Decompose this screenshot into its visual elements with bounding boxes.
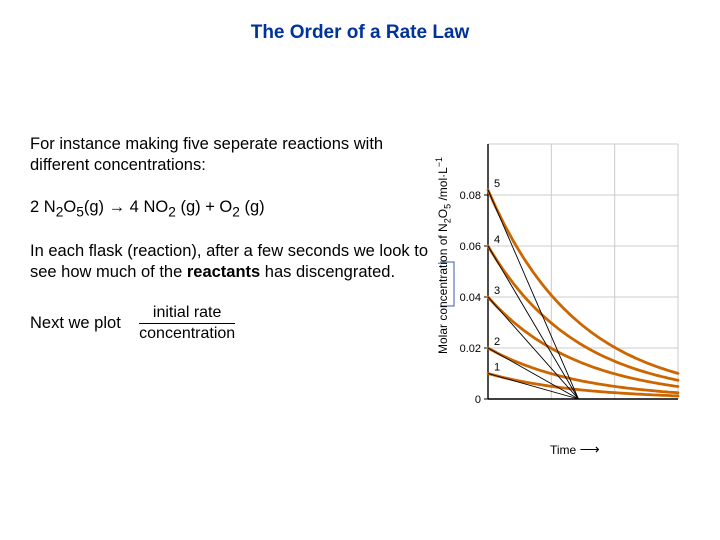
chemical-equation: 2 N2O5(g) → 4 NO2 (g) + O2 (g) (30, 197, 440, 221)
chart-column: Molar concentration of N2O5 /mol·L−1 00.… (440, 134, 700, 458)
fraction-denominator: concentration (139, 324, 235, 343)
slide-content: For instance making five seperate reacti… (0, 44, 720, 458)
y-axis-label: Molar concentration of N2O5 /mol·L−1 (434, 157, 452, 354)
svg-text:4: 4 (494, 234, 500, 246)
text-column: For instance making five seperate reacti… (30, 134, 440, 458)
svg-text:2: 2 (494, 336, 500, 348)
svg-text:0: 0 (475, 394, 481, 406)
paragraph-flask: In each flask (reaction), after a few se… (30, 241, 440, 284)
svg-text:0.04: 0.04 (460, 292, 481, 304)
page-title: The Order of a Rate Law (0, 0, 720, 44)
svg-text:0.02: 0.02 (460, 343, 481, 355)
fraction-numerator: initial rate (139, 304, 235, 324)
paragraph-intro: For instance making five seperate reacti… (30, 134, 440, 177)
svg-text:5: 5 (494, 178, 500, 190)
svg-text:0.08: 0.08 (460, 190, 481, 202)
paragraph-plot: Next we plot initial rate concentration (30, 304, 440, 344)
svg-text:1: 1 (494, 362, 500, 374)
decay-chart: 0 0.02 0.04 0.06 0.08 1 2 3 4 5 (440, 134, 690, 434)
arrow-icon: ⟶ (580, 441, 600, 457)
fraction: initial rate concentration (139, 304, 235, 344)
svg-text:0.06: 0.06 (460, 241, 481, 253)
x-axis-label: Time ⟶ (550, 441, 700, 458)
svg-text:3: 3 (494, 285, 500, 297)
